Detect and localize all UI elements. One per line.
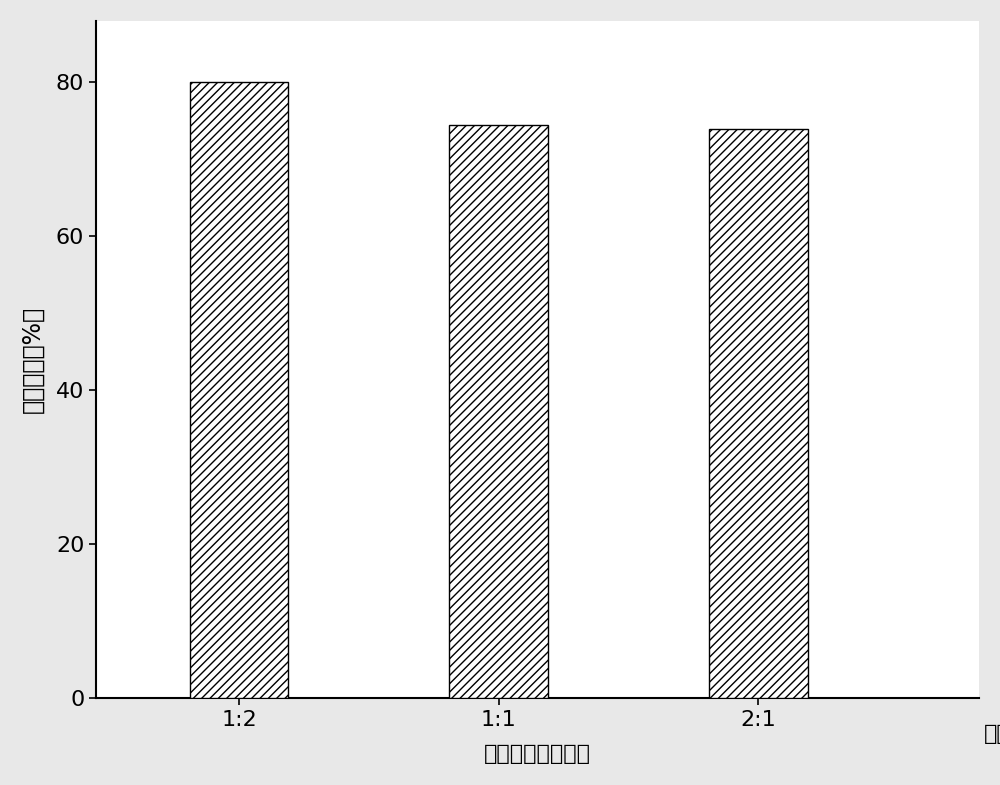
- Y-axis label: 萍去除率（%）: 萍去除率（%）: [21, 306, 45, 413]
- Text: 体积比: 体积比: [984, 724, 1000, 744]
- Bar: [449, 125, 548, 699]
- Bar: [709, 129, 808, 699]
- X-axis label: 柠櫬酸：烷基糖苷: 柠櫬酸：烷基糖苷: [484, 744, 591, 764]
- Bar: [190, 82, 288, 699]
